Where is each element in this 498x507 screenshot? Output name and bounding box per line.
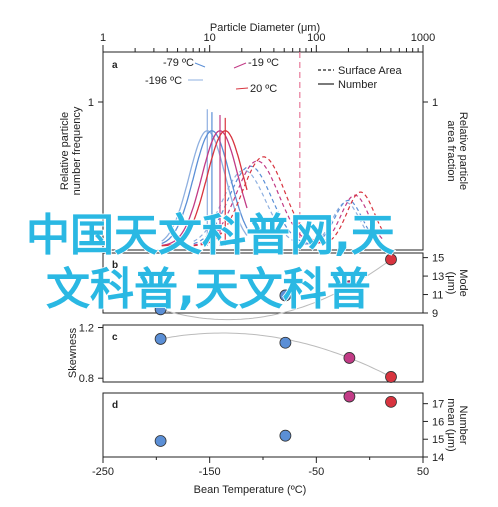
data-point xyxy=(343,390,356,403)
right-axis-tick-label: 13 xyxy=(432,271,444,283)
bottom-axis-tick-label: -150 xyxy=(199,466,221,478)
bottom-axis-tick-label: 50 xyxy=(417,466,429,478)
bottom-axis-tick-label: -50 xyxy=(308,466,324,478)
number-curve xyxy=(161,130,248,242)
panel-d-axis-title: Numbermean (μm) xyxy=(445,398,469,451)
panel-c-points: 0.8 1.2 xyxy=(79,323,397,385)
left-axis-tick-label: 1.2 xyxy=(79,323,94,335)
top-axis-tick-label: 1000 xyxy=(411,32,435,44)
top-axis-title: Particle Diameter (μm) xyxy=(210,22,320,34)
data-point xyxy=(279,289,292,302)
annotation-minus79: -79 ºC xyxy=(163,57,194,69)
annotation-minus79-pointer xyxy=(194,62,206,68)
fit-curve xyxy=(160,332,392,378)
panel-a-left-tick-label: 1 xyxy=(88,97,94,109)
right-axis-tick-label: 16 xyxy=(432,416,444,428)
axis-ticks: 1 10 100 1000 -250 -150 -50 50 1 1 xyxy=(88,32,438,478)
data-point xyxy=(343,280,356,293)
right-axis-tick-label: 15 xyxy=(432,253,444,265)
right-axis-tick-label: 17 xyxy=(432,399,444,411)
data-point xyxy=(154,303,167,316)
top-axis-tick-label: 1 xyxy=(100,32,106,44)
panel-a-curves xyxy=(161,52,384,250)
right-axis-tick-label: 9 xyxy=(432,308,438,320)
number-curve xyxy=(161,130,248,247)
watermark-line-1: 中国天文科普网,天 xyxy=(26,210,395,261)
legend-number: Number xyxy=(338,79,377,91)
panel-c-label: c xyxy=(112,332,118,343)
panel-d-frame xyxy=(102,392,424,458)
left-axis-tick-label: 0.8 xyxy=(79,373,94,385)
data-point xyxy=(154,333,167,345)
panel-d-points: 14 15 16 17 xyxy=(154,390,444,464)
annotation-20-pointer xyxy=(235,87,249,90)
area-curve xyxy=(193,156,384,247)
panel-a-left-axis-title: Relative particlenumber frequency xyxy=(59,106,83,195)
data-point xyxy=(279,336,292,349)
panel-a-right-tick-label: 1 xyxy=(432,97,438,109)
watermark-line-2: 文科普,天文科普 xyxy=(46,264,371,315)
panel-a-frame xyxy=(102,51,424,251)
data-point xyxy=(279,429,292,442)
bottom-axis-title: Bean Temperature (ºC) xyxy=(194,484,307,496)
panel-b-axis-title: Mode(μm) xyxy=(445,269,469,297)
top-axis-tick-label: 100 xyxy=(307,32,325,44)
panel-b-points: 9 11 13 15 xyxy=(154,253,444,321)
right-axis-tick-label: 15 xyxy=(432,434,444,446)
panel-b-label: b xyxy=(112,260,118,271)
data-point xyxy=(154,435,167,447)
data-point xyxy=(385,395,397,408)
annotation-minus19: -19 ºC xyxy=(248,57,279,69)
top-axis-tick-label: 10 xyxy=(204,32,216,44)
panel-c-axis-title: Skewness xyxy=(67,327,79,378)
panel-a-label: a xyxy=(112,60,118,71)
right-axis-tick-label: 14 xyxy=(432,452,444,464)
data-point xyxy=(385,371,397,383)
annotation-minus19-pointer xyxy=(233,62,247,69)
number-curve xyxy=(161,130,248,246)
data-point xyxy=(343,352,356,364)
panel-b-frame xyxy=(102,252,424,314)
number-curve xyxy=(161,130,248,245)
legend-surface-area: Surface Area xyxy=(338,65,402,77)
annotation-20: 20 ºC xyxy=(250,83,277,95)
right-axis-tick-label: 11 xyxy=(432,290,443,302)
data-point xyxy=(385,253,397,266)
panel-a-right-axis-title: Relative particlearea fraction xyxy=(445,112,469,190)
panel-d-label: d xyxy=(112,400,118,411)
legend: Surface Area Number xyxy=(318,65,402,91)
panel-c-frame xyxy=(102,324,424,383)
annotation-minus196: -196 ºC xyxy=(145,75,182,87)
bottom-axis-tick-label: -250 xyxy=(92,466,114,478)
